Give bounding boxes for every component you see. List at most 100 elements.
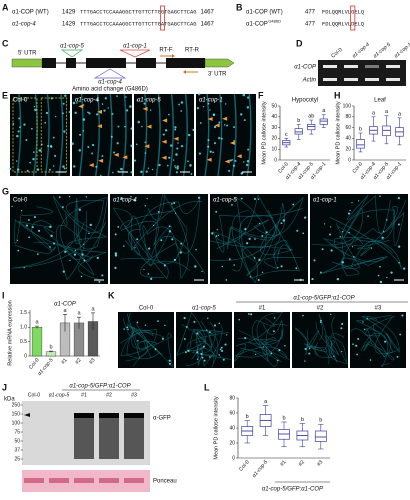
callose-dot	[357, 338, 360, 340]
unit-label: kDa	[4, 397, 15, 403]
callose-dot	[379, 265, 381, 268]
callose-dot	[397, 196, 400, 200]
callose-dot	[278, 349, 281, 352]
callose-dot	[218, 322, 221, 325]
callose-dot	[261, 235, 264, 237]
panel-letter: F	[258, 90, 264, 100]
callose-dot	[168, 225, 171, 228]
callose-dot	[175, 171, 178, 174]
point-mutation	[93, 68, 127, 79]
callose-dot	[113, 151, 116, 154]
callose-dot	[25, 224, 29, 227]
y-tick-label: 0	[232, 455, 235, 461]
callose-dot	[91, 152, 94, 155]
callose-dot	[114, 254, 118, 257]
micrograph	[234, 312, 290, 368]
callose-dot	[38, 149, 41, 152]
callose-dot	[154, 348, 157, 351]
callose-dot	[189, 164, 192, 167]
callose-dot	[341, 261, 344, 264]
cell-outline	[237, 331, 283, 345]
callose-dot	[28, 236, 31, 239]
significance-letter: b	[297, 118, 300, 124]
callose-dot	[208, 331, 211, 334]
callose-dot	[212, 151, 215, 154]
marker-label: 50	[14, 438, 20, 444]
box	[307, 124, 316, 131]
callose-dot	[133, 159, 137, 162]
y-tick-label: 40	[229, 425, 235, 431]
image-label: α1-cop-5	[213, 198, 237, 204]
callose-dot	[257, 279, 260, 282]
callose-dot	[101, 103, 104, 105]
band	[365, 65, 379, 68]
callose-dot	[160, 239, 163, 242]
callose-dot	[280, 222, 283, 225]
image-label: α1-cop-5	[137, 98, 161, 104]
callose-dot	[176, 147, 179, 150]
callose-dot	[19, 126, 21, 129]
chart-title: Hypocotyl	[292, 98, 318, 104]
panel-letter: L	[204, 382, 210, 392]
callose-dot	[242, 93, 246, 97]
ponceau-band	[99, 478, 119, 483]
micrograph	[110, 194, 208, 284]
cell-outline	[212, 208, 303, 284]
callose-dot	[398, 261, 400, 264]
callose-dot	[207, 145, 210, 148]
micrograph	[196, 94, 256, 176]
callose-dot	[203, 359, 206, 362]
group-label: α1-cop-5/GFP:α1-COP	[69, 384, 130, 390]
callose-dot	[96, 99, 99, 102]
callose-dot	[238, 318, 241, 321]
callose-dot	[311, 278, 314, 281]
callose-dot	[127, 328, 129, 331]
callose-dot	[248, 237, 251, 240]
y-tick-label: 60	[229, 410, 235, 416]
callose-dot	[114, 233, 117, 236]
callose-dot	[218, 121, 221, 124]
significance-letter: b	[301, 417, 304, 423]
callose-dot	[68, 195, 71, 198]
lane-label: #1	[81, 392, 87, 398]
smear	[99, 413, 119, 459]
callose-dot	[123, 245, 125, 247]
callose-dot	[273, 317, 276, 319]
callose-dot	[229, 159, 232, 162]
callose-dot	[149, 109, 152, 111]
callose-dot	[168, 113, 170, 116]
cell-outline	[43, 195, 106, 260]
y-tick-label: 1.5	[20, 310, 27, 316]
callose-dot	[329, 233, 331, 236]
callose-dot	[177, 142, 179, 144]
callose-dot	[130, 127, 133, 130]
x-tick-label: α1-cop-5	[37, 357, 55, 377]
cell-outline	[360, 316, 394, 358]
callose-dot	[308, 352, 311, 355]
callose-dot	[340, 327, 343, 330]
callose-dot	[219, 348, 222, 351]
callose-dot	[396, 355, 399, 358]
callose-dot	[363, 328, 366, 331]
callose-dot	[64, 94, 67, 97]
rt-pcr-gel: D α1-COP Actin	[294, 38, 406, 86]
callose-dot	[91, 143, 95, 147]
arrow	[97, 109, 103, 114]
cell-wall	[231, 93, 237, 177]
x-tick-label: #1	[279, 459, 287, 467]
arrow	[206, 157, 212, 162]
primer-label: RT-F	[159, 48, 173, 54]
callose-dot	[174, 212, 177, 214]
arrow	[229, 140, 235, 145]
callose-dot	[152, 224, 155, 227]
marker-label: 37	[14, 447, 20, 453]
band	[344, 78, 358, 81]
box	[314, 430, 327, 442]
utr-label: 5' UTR	[18, 51, 37, 57]
cell-outline	[234, 343, 278, 368]
x-tick-label: Col-0	[238, 459, 251, 472]
callose-dot	[249, 276, 252, 278]
callose-dot	[240, 197, 243, 200]
callose-dot	[401, 314, 404, 317]
exon	[166, 58, 205, 68]
